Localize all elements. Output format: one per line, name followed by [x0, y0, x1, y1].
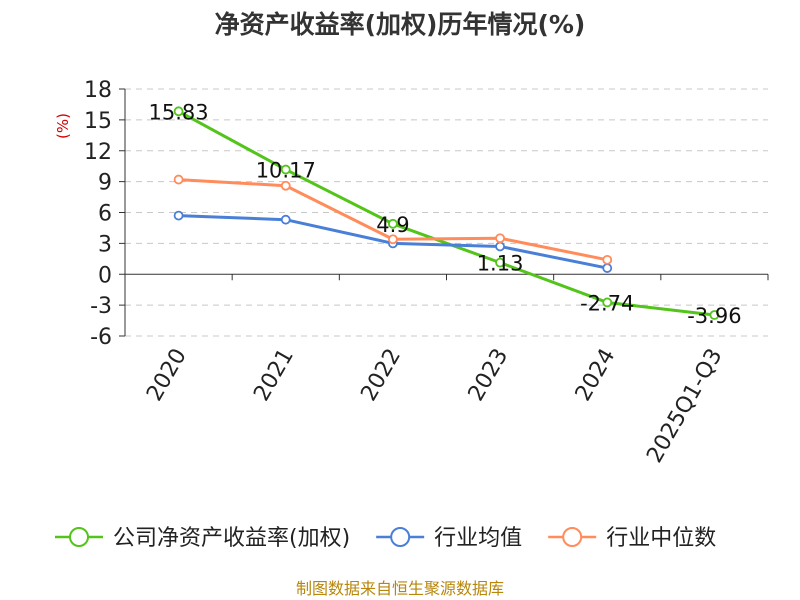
data-label: 4.9 [376, 213, 409, 237]
legend-item[interactable]: 行业中位数 [548, 526, 716, 551]
y-tick-label: 6 [98, 202, 112, 227]
data-point [495, 257, 505, 268]
data-point [280, 180, 291, 191]
legend[interactable]: 公司净资产收益率(加权) 行业均值 行业中位数 [55, 526, 716, 551]
y-tick-label: 12 [84, 140, 112, 165]
y-tick-label: 15 [84, 109, 112, 134]
x-tick-labels: 2020 2021 2022 2023 2024 2025Q1-Q3 [142, 345, 727, 468]
data-point [173, 106, 184, 117]
y-axis-label: (%) [54, 113, 72, 139]
data-point [173, 174, 184, 185]
chart-title: 净资产收益率(加权)历年情况(%) [215, 10, 586, 39]
grid-lines [125, 88, 768, 337]
x-tick-label: 2021 [249, 345, 299, 406]
data-point [388, 234, 398, 245]
legend-item[interactable]: 行业均值 [376, 526, 522, 551]
data-point [173, 210, 184, 221]
data-label: 15.83 [149, 100, 209, 124]
y-tick-label: -6 [90, 325, 112, 350]
data-point [388, 218, 398, 229]
data-point [602, 263, 613, 273]
y-tick-label: 0 [98, 263, 112, 288]
data-label: 1.13 [477, 252, 524, 276]
series-lines [173, 106, 720, 320]
legend-marker [69, 527, 89, 547]
data-label: 10.17 [256, 159, 316, 183]
legend-label: 行业均值 [434, 526, 522, 551]
data-point [709, 310, 720, 320]
data-point [280, 164, 291, 175]
x-tick-label: 2024 [571, 345, 621, 406]
x-tick-label: 2022 [356, 345, 406, 406]
data-point [602, 297, 613, 308]
legend-marker [390, 527, 411, 547]
axes [119, 88, 769, 337]
x-tick-label: 2020 [142, 345, 192, 406]
data-point [495, 241, 505, 252]
legend-label: 行业中位数 [606, 526, 716, 551]
data-label: -2.74 [580, 291, 634, 315]
legend-marker [562, 527, 583, 547]
y-tick-label: 9 [98, 171, 112, 196]
legend-label: 公司净资产收益率(加权) [113, 526, 350, 551]
x-tick-label: 2025Q1-Q3 [642, 345, 727, 468]
x-tick-label: 2023 [464, 345, 514, 406]
source-note: 制图数据来自恒生聚源数据库 [296, 579, 504, 598]
y-tick-label: 18 [84, 78, 112, 103]
data-label: -3.96 [687, 304, 741, 328]
data-labels: 15.83 10.17 4.9 1.13 -2.74 -3.96 [149, 100, 742, 328]
data-point [602, 254, 613, 265]
y-tick-label: 3 [98, 232, 112, 257]
data-point [495, 233, 505, 244]
legend-item[interactable]: 公司净资产收益率(加权) [55, 526, 350, 551]
y-tick-labels: 18 15 12 9 6 3 0 -3 -6 [84, 78, 112, 350]
series-line [177, 110, 715, 317]
data-point [280, 214, 291, 225]
y-tick-label: -3 [90, 294, 112, 319]
